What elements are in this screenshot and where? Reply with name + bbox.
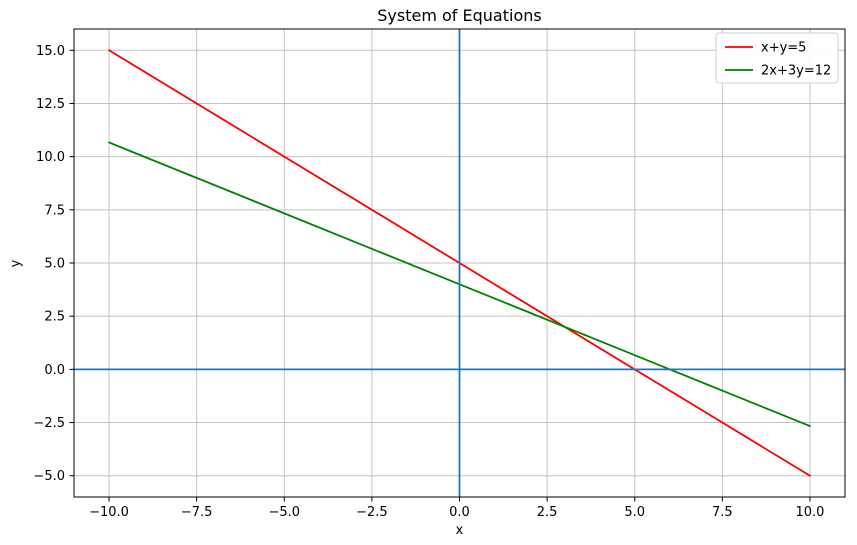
- x-tick-label: 5.0: [624, 505, 645, 520]
- legend-label-0: x+y=5: [761, 41, 806, 56]
- y-tick-label: 12.5: [36, 97, 65, 112]
- y-tick-label: 7.5: [44, 203, 65, 218]
- x-tick-label: 7.5: [712, 505, 733, 520]
- x-tick-label: −10.0: [89, 505, 129, 520]
- x-tick-label: 2.5: [537, 505, 558, 520]
- x-tick-label: −5.0: [268, 505, 300, 520]
- y-tick-label: 15.0: [36, 44, 65, 59]
- legend-label-1: 2x+3y=12: [761, 64, 831, 79]
- x-tick-label: 10.0: [795, 505, 824, 520]
- chart-title: System of Equations: [377, 6, 542, 25]
- x-tick-label: −2.5: [356, 505, 388, 520]
- y-tick-label: −5.0: [33, 469, 65, 484]
- x-tick-label: 0.0: [449, 505, 470, 520]
- y-axis-label: y: [8, 259, 24, 268]
- y-tick-label: −2.5: [33, 416, 65, 431]
- y-tick-label: 5.0: [44, 257, 65, 272]
- y-tick-label: 10.0: [36, 150, 65, 165]
- legend: x+y=5 2x+3y=12: [715, 32, 839, 84]
- y-tick-label: 2.5: [44, 310, 65, 325]
- y-tick-label: 0.0: [44, 363, 65, 378]
- x-tick-label: −7.5: [181, 505, 213, 520]
- x-axis-label: x: [455, 523, 464, 538]
